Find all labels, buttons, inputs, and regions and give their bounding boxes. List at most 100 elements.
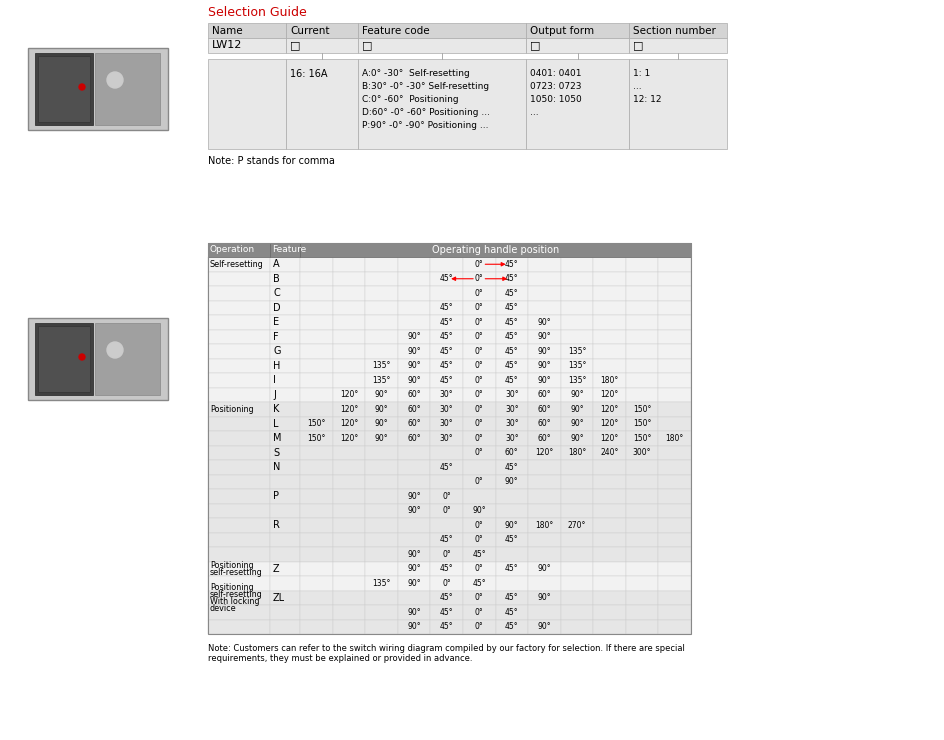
Bar [299,358,332,373]
Text: B: B [273,274,279,283]
Text: Output form: Output form [530,25,594,36]
Text: F: F [273,332,278,342]
Bar [430,562,463,576]
Bar [495,547,528,562]
Bar [28,318,168,400]
Bar [658,373,690,388]
Text: 0°: 0° [474,535,483,544]
Bar [463,257,495,272]
Bar [95,323,160,395]
Text: 0°: 0° [442,550,450,559]
Text: Positioning: Positioning [210,583,253,592]
Bar [430,619,463,634]
Bar [658,402,690,417]
Bar [593,547,625,562]
Bar [593,388,625,402]
Text: 45°: 45° [504,347,518,356]
Bar [299,329,332,344]
Bar [495,388,528,402]
Bar [397,300,430,315]
Bar [364,605,397,619]
Bar [299,489,332,503]
Text: 90°: 90° [569,390,583,400]
Bar [28,48,168,130]
Text: 135°: 135° [567,376,585,385]
Bar [528,547,560,562]
Bar [208,431,270,445]
Text: 90°: 90° [407,550,420,559]
Bar [495,591,528,605]
Bar [364,576,397,591]
Bar [397,315,430,329]
Text: K: K [273,404,279,414]
Bar [593,315,625,329]
Bar [430,286,463,300]
Bar [658,417,690,431]
Bar [528,533,560,547]
Bar [625,547,658,562]
Text: 45°: 45° [504,593,518,602]
Bar [299,562,332,576]
Text: 150°: 150° [307,420,325,428]
Text: 0°: 0° [474,622,483,631]
Text: 30°: 30° [439,420,453,428]
Bar [625,576,658,591]
Text: 135°: 135° [372,376,390,385]
Bar [463,388,495,402]
Bar [364,329,397,344]
Bar [593,272,625,286]
Text: 150°: 150° [632,434,650,443]
Text: 0°: 0° [474,303,483,312]
Bar [332,329,364,344]
Text: 0°: 0° [474,420,483,428]
Bar [299,503,332,518]
Bar [208,373,270,388]
Bar [358,38,526,53]
Bar [332,460,364,474]
Bar [463,358,495,373]
Bar [332,591,364,605]
Bar [658,460,690,474]
Text: 120°: 120° [340,405,358,414]
Text: 90°: 90° [374,420,388,428]
Bar [526,23,629,38]
Bar [332,431,364,445]
Bar [463,315,495,329]
Text: 30°: 30° [504,390,518,400]
Bar [625,489,658,503]
Bar [332,388,364,402]
Bar [560,417,593,431]
Bar [208,272,270,286]
Bar [430,474,463,489]
Bar [270,489,299,503]
Bar [495,329,528,344]
Bar [463,402,495,417]
Bar [270,329,299,344]
Text: Note: P stands for comma: Note: P stands for comma [208,156,334,166]
Bar [658,300,690,315]
Bar [208,23,286,38]
Bar [593,533,625,547]
Bar [528,474,560,489]
Text: 45°: 45° [439,535,453,544]
Bar [332,489,364,503]
Text: 90°: 90° [569,420,583,428]
Bar [364,547,397,562]
Text: M: M [273,433,281,443]
Bar [495,605,528,619]
Text: 60°: 60° [407,405,420,414]
Text: 60°: 60° [504,448,518,457]
Bar [528,300,560,315]
Bar [332,576,364,591]
Bar [495,402,528,417]
Bar [625,344,658,358]
Bar [270,591,299,605]
Bar [528,503,560,518]
Bar [463,417,495,431]
Bar [208,388,270,402]
Text: 45°: 45° [439,593,453,602]
Bar [495,358,528,373]
Text: ...: ... [530,108,538,117]
Bar [208,474,270,489]
Bar [38,326,90,392]
